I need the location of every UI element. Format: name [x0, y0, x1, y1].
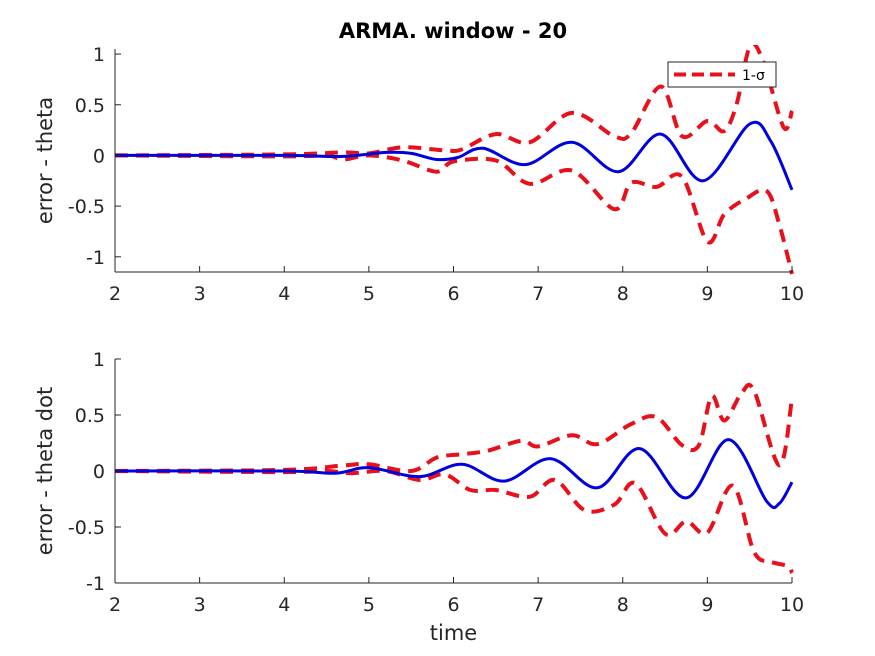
x-tick-label: 2 [109, 283, 121, 305]
subplot-error-theta-dot: 2 3 4 5 6 7 8 9 10-1-0.500.51 error - theta dot … [33, 349, 804, 645]
x-tick-label: 7 [532, 283, 544, 305]
y-tick-label: 0.5 [75, 95, 105, 117]
ticks-top: 2 3 4 5 6 7 8 9 10 -1 -0.5 0 0.5 1 [68, 44, 804, 305]
x-tick-label: 5 [363, 283, 375, 305]
series-lower-line [115, 468, 794, 574]
y-tick-label: -1 [86, 247, 105, 269]
y-tick-label: -0.5 [68, 196, 105, 218]
y-tick-label: -1 [86, 573, 105, 595]
x-tick-label: 3 [194, 283, 206, 305]
x-tick-label: 10 [780, 283, 804, 305]
y-tick-label: 0.5 [75, 405, 105, 427]
legend: 1-σ [667, 61, 777, 88]
plot-area-bottom [115, 382, 794, 574]
figure-title: ARMA. window - 20 [339, 19, 567, 43]
x-tick-label: 2 [109, 594, 121, 616]
x-tick-label: 8 [617, 283, 629, 305]
y-tick-label: 0 [93, 145, 105, 167]
x-tick-label: 5 [363, 594, 375, 616]
x-tick-label: 3 [194, 594, 206, 616]
x-tick-label: 9 [701, 594, 713, 616]
series-upper-line [115, 382, 794, 474]
legend-label-1-sigma: 1-σ [742, 68, 765, 84]
subplot-error-theta: 2 3 4 5 6 7 8 9 10 -1 -0.5 0 0.5 1 error - theta 1-σ [33, 44, 804, 305]
x-tick-label: 4 [278, 283, 290, 305]
y-tick-label: -0.5 [68, 517, 105, 539]
x-tick-label: 10 [780, 594, 804, 616]
y-tick-label: 0 [93, 461, 105, 483]
series-estimate-line [115, 438, 794, 510]
x-tick-label: 6 [447, 594, 459, 616]
plot-area-top [115, 45, 794, 275]
x-tick-label: 9 [701, 283, 713, 305]
ylabel-bottom: error - theta dot [33, 387, 57, 555]
series-lower-line [115, 153, 794, 275]
y-tick-label: 1 [93, 44, 105, 66]
ylabel-top: error - theta [33, 97, 57, 224]
x-tick-label: 4 [278, 594, 290, 616]
xlabel-bottom: time [430, 621, 477, 645]
x-tick-label: 7 [532, 594, 544, 616]
y-tick-label: 1 [93, 349, 105, 371]
ticks-bottom: 2 3 4 5 6 7 8 9 10 -1 -0.5 0 0.5 1 [68, 349, 804, 616]
x-tick-label: 6 [447, 283, 459, 305]
x-tick-label: 8 [617, 594, 629, 616]
series-estimate-line [115, 120, 794, 191]
series-upper-line [115, 45, 794, 158]
